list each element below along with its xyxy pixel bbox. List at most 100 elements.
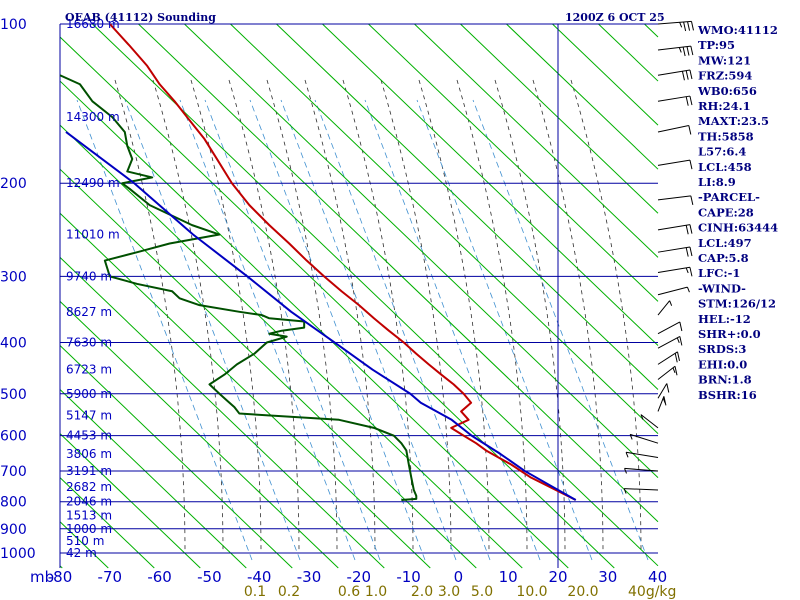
wind-barb-feather <box>681 71 685 81</box>
wind-barb-staff <box>657 300 671 316</box>
stat-line: -PARCEL- <box>698 190 760 204</box>
moist-adiabat-line <box>456 79 528 553</box>
mixing-ratio-lines <box>76 99 649 561</box>
dry-adiabat-line <box>59 301 339 569</box>
temperature-tick-label: 0 <box>454 568 464 586</box>
chart-date: 1200Z 6 OCT 25 <box>565 11 665 24</box>
mixing-ratio-label: 3.0 <box>438 584 460 600</box>
stat-line: RH:24.1 <box>698 99 751 113</box>
wind-barb-feather <box>689 267 693 277</box>
wind-barb-feather <box>663 396 667 406</box>
wind-barb-staff <box>657 195 691 201</box>
wind-barb-staff <box>657 159 691 166</box>
wind-barb-staff <box>657 95 691 102</box>
temperature-tick-label: -40 <box>247 568 272 586</box>
wind-barb-feather <box>689 69 693 80</box>
height-label: 3806 m <box>66 447 112 461</box>
temperature-tick-label: -20 <box>347 568 372 586</box>
wind-barb-feather <box>687 21 691 31</box>
wind-barb-staff <box>640 414 659 429</box>
stat-line: SRDS:3 <box>698 342 746 356</box>
stat-line: LI:8.9 <box>698 175 736 189</box>
stat-line: MAXT:23.5 <box>698 114 769 128</box>
height-label: 42 m <box>66 546 97 560</box>
wind-barb-staff <box>657 125 689 133</box>
wind-barb-feather <box>690 195 694 206</box>
dry-adiabat-line <box>59 80 569 569</box>
wind-barb-staff <box>624 488 659 491</box>
moist-adiabat-line <box>190 79 262 553</box>
temperature-tick-label: 30 <box>598 568 617 586</box>
moist-adiabat-line <box>228 79 300 553</box>
wind-barb-feather <box>669 300 673 306</box>
height-label: 4453 m <box>66 429 112 443</box>
mixing-ratio-label: 20.0 <box>567 584 598 600</box>
stat-line: SHR+:0.0 <box>698 327 761 341</box>
wind-barb-feather <box>685 225 689 235</box>
height-label: 12490 m <box>66 176 120 190</box>
dry-adiabat-line <box>59 36 615 569</box>
wind-barb-feather <box>686 46 690 56</box>
mixing-ratio-label: 2.0 <box>411 584 433 600</box>
wind-barb-staff <box>657 365 676 380</box>
temperature-tick-label: -80 <box>48 568 73 586</box>
moist-adiabat-line <box>380 79 452 553</box>
stat-line: MW:121 <box>698 53 751 67</box>
pressure-tick-label: 800 <box>0 495 27 511</box>
temperature-tick-label: 10 <box>499 568 518 586</box>
pressure-tick-label: 900 <box>0 522 27 538</box>
wind-barb-feather <box>685 267 689 274</box>
pressure-axis-title: mb <box>30 568 54 586</box>
moist-adiabat-line <box>304 79 376 553</box>
wind-barb-feather <box>677 351 680 361</box>
temperature-tick-label: -70 <box>98 568 123 586</box>
height-label: 3191 m <box>66 464 112 478</box>
stat-line: LCL:458 <box>698 160 752 174</box>
pressure-tick-label: 500 <box>0 387 27 403</box>
pressure-tick-label: 400 <box>0 335 27 351</box>
wind-barb-staff <box>657 246 691 253</box>
height-label: 16680 m <box>66 17 120 31</box>
moist-adiabat-line <box>418 79 490 553</box>
pressure-tick-label: 200 <box>0 176 27 192</box>
height-label: 1513 m <box>66 509 112 523</box>
pressure-tick-label: 300 <box>0 269 27 285</box>
stat-line: FRZ:594 <box>698 69 752 83</box>
wind-barb-staff <box>657 383 668 399</box>
wind-barb-feather <box>689 159 693 170</box>
mixing-ratio-line <box>280 99 457 561</box>
pressure-tick-label: 1000 <box>0 546 36 562</box>
temperature-tick-label: 40 <box>648 568 667 586</box>
mixing-ratio-label: 0.2 <box>278 584 300 600</box>
stat-line: WB0:656 <box>697 84 757 98</box>
wind-barb-feather <box>690 45 694 56</box>
wind-barb-feather <box>688 125 692 135</box>
dry-adiabat-line <box>322 23 659 346</box>
stat-line: LCL:497 <box>698 236 752 250</box>
wind-barb-feather <box>625 452 629 458</box>
wind-barb-feather <box>679 321 683 332</box>
dry-adiabat-line <box>644 23 659 38</box>
stat-line: CINH:63444 <box>698 221 778 235</box>
pressure-temperature-grid <box>59 23 658 568</box>
chart-title: OEAB (41112) Sounding <box>65 11 216 24</box>
temperature-tick-label: -60 <box>147 568 172 586</box>
sounding-traces <box>59 23 577 502</box>
wind-barb-feather <box>672 367 676 374</box>
dry-adiabat-line <box>230 23 659 434</box>
mixing-ratio-line <box>472 99 649 561</box>
wind-barb-feather <box>690 21 694 31</box>
wind-barb-feather <box>674 353 678 363</box>
wind-barb-staff <box>657 45 691 51</box>
dry-adiabat-line <box>59 345 293 569</box>
mixing-ratio-line <box>416 99 593 561</box>
stat-line: BRN:1.8 <box>698 373 752 387</box>
wind-barb-feather <box>640 414 644 420</box>
wind-barb-staff <box>657 266 691 274</box>
stat-line: L57:6.4 <box>698 145 746 159</box>
stat-line: WMO:41112 <box>697 23 778 37</box>
dry-adiabat-line <box>59 521 109 569</box>
mixing-ratio-line <box>364 99 541 561</box>
stat-line: TH:5858 <box>698 129 754 143</box>
